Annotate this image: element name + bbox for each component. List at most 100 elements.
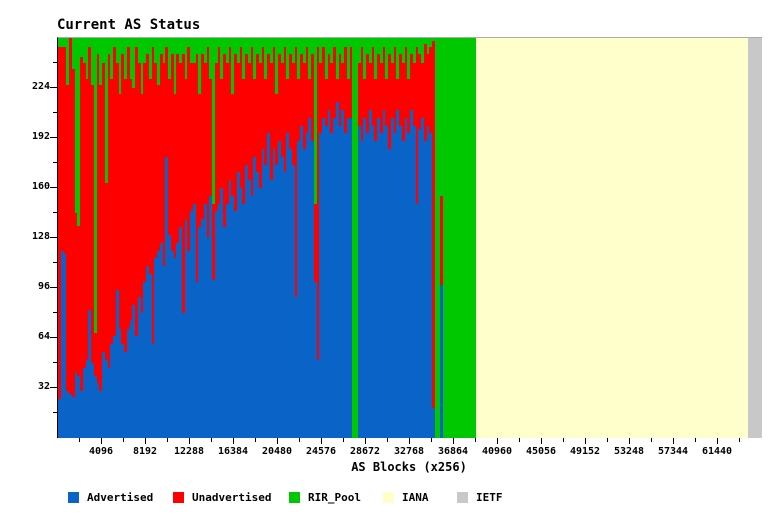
as-block-bar bbox=[297, 38, 301, 438]
rir-pool-segment bbox=[179, 38, 183, 63]
rir-pool-segment bbox=[143, 38, 147, 63]
unadvertised-segment bbox=[377, 53, 381, 118]
rir-pool-segment bbox=[154, 38, 158, 63]
advertised-segment bbox=[176, 242, 180, 438]
rir-pool-segment bbox=[228, 38, 232, 48]
rir-pool-segment bbox=[107, 38, 111, 54]
unadvertised-segment bbox=[77, 225, 81, 376]
rir-pool-segment bbox=[192, 38, 196, 63]
x-tick-label: 20480 bbox=[261, 446, 293, 457]
as-block-bar bbox=[60, 38, 64, 438]
unadvertised-segment bbox=[412, 63, 416, 126]
rir-pool-segment bbox=[421, 38, 425, 63]
legend-label-rir_pool: RIR_Pool bbox=[308, 491, 361, 504]
unadvertised-segment bbox=[374, 78, 378, 142]
advertised-segment bbox=[96, 383, 100, 438]
unadvertised-segment bbox=[113, 47, 117, 337]
advertised-segment bbox=[231, 195, 235, 438]
advertised-segment bbox=[201, 219, 205, 438]
advertised-segment bbox=[110, 344, 114, 438]
iana-region bbox=[476, 38, 749, 438]
unadvertised-segment bbox=[327, 53, 331, 110]
unadvertised-segment bbox=[363, 78, 367, 118]
unadvertised-segment bbox=[88, 47, 92, 310]
x-tick bbox=[453, 438, 454, 444]
unadvertised-segment bbox=[143, 63, 147, 282]
as-block-bar bbox=[280, 38, 284, 438]
advertised-segment bbox=[148, 273, 152, 438]
rir-pool-segment bbox=[58, 38, 62, 48]
advertised-segment bbox=[118, 328, 122, 438]
x-tick-label: 49152 bbox=[569, 446, 601, 457]
y-tick bbox=[50, 87, 57, 88]
advertised-segment bbox=[214, 211, 218, 438]
advertised-segment bbox=[429, 133, 433, 438]
unadvertised-segment bbox=[165, 47, 169, 157]
unadvertised-segment bbox=[341, 63, 345, 110]
rir-pool-segment bbox=[440, 38, 444, 196]
as-block-bar bbox=[124, 38, 128, 438]
unadvertised-segment bbox=[69, 38, 73, 395]
rir-pool-segment bbox=[467, 38, 471, 438]
unadvertised-segment bbox=[319, 63, 323, 134]
x-tick bbox=[409, 438, 410, 444]
unadvertised-segment bbox=[346, 78, 350, 118]
x-axis-title: AS Blocks (x256) bbox=[351, 460, 467, 474]
rir-pool-segment bbox=[308, 38, 312, 79]
advertised-segment bbox=[60, 250, 64, 438]
as-block-bar bbox=[388, 38, 392, 438]
rir-pool-segment bbox=[335, 38, 339, 79]
rir-pool-segment bbox=[234, 38, 238, 54]
advertised-segment bbox=[247, 180, 251, 438]
rir-pool-segment bbox=[126, 38, 130, 48]
unadvertised-segment bbox=[184, 78, 188, 220]
unadvertised-segment bbox=[192, 63, 196, 204]
as-block-bar bbox=[151, 38, 155, 438]
rir-pool-segment bbox=[357, 38, 361, 63]
advertised-segment bbox=[280, 156, 284, 438]
unadvertised-segment bbox=[236, 63, 240, 173]
unadvertised-segment bbox=[415, 47, 419, 204]
as-block-bar bbox=[159, 38, 163, 438]
x-tick bbox=[519, 438, 520, 442]
as-block-bar bbox=[368, 38, 372, 438]
unadvertised-segment bbox=[390, 63, 394, 118]
as-block-bar bbox=[360, 38, 364, 438]
advertised-segment bbox=[393, 133, 397, 438]
y-tick-label: 64 bbox=[37, 331, 50, 342]
advertised-segment bbox=[253, 156, 257, 438]
advertised-segment bbox=[297, 141, 301, 438]
advertised-segment bbox=[173, 258, 177, 438]
as-block-bar bbox=[374, 38, 378, 438]
unadvertised-segment bbox=[269, 63, 273, 181]
unadvertised-segment bbox=[261, 47, 265, 149]
rir-pool-segment bbox=[305, 38, 309, 48]
unadvertised-segment bbox=[388, 53, 392, 149]
advertised-segment bbox=[126, 328, 130, 438]
as-block-bar bbox=[377, 38, 381, 438]
rir-pool-segment bbox=[209, 38, 213, 79]
advertised-segment bbox=[415, 203, 419, 438]
as-block-bar bbox=[201, 38, 205, 438]
advertised-segment bbox=[333, 117, 337, 438]
advertised-segment bbox=[85, 359, 89, 438]
as-block-bar bbox=[85, 38, 89, 438]
unadvertised-segment bbox=[322, 47, 326, 118]
rir-pool-segment bbox=[231, 38, 235, 95]
unadvertised-segment bbox=[258, 63, 262, 188]
rir-pool-segment bbox=[412, 38, 416, 63]
unadvertised-segment bbox=[176, 53, 180, 243]
as-block-bar bbox=[366, 38, 370, 438]
unadvertised-segment bbox=[264, 78, 268, 165]
y-tick-label: 224 bbox=[31, 81, 50, 92]
rir-pool-segment bbox=[99, 38, 103, 85]
advertised-segment bbox=[69, 394, 73, 438]
advertised-segment bbox=[206, 238, 210, 438]
as-block-bar bbox=[253, 38, 257, 438]
rir-pool-segment bbox=[220, 38, 224, 79]
rir-pool-segment bbox=[214, 38, 218, 63]
as-block-bar bbox=[209, 38, 213, 438]
rir-pool-segment bbox=[459, 38, 463, 438]
advertised-segment bbox=[319, 133, 323, 438]
unadvertised-segment bbox=[286, 78, 290, 134]
